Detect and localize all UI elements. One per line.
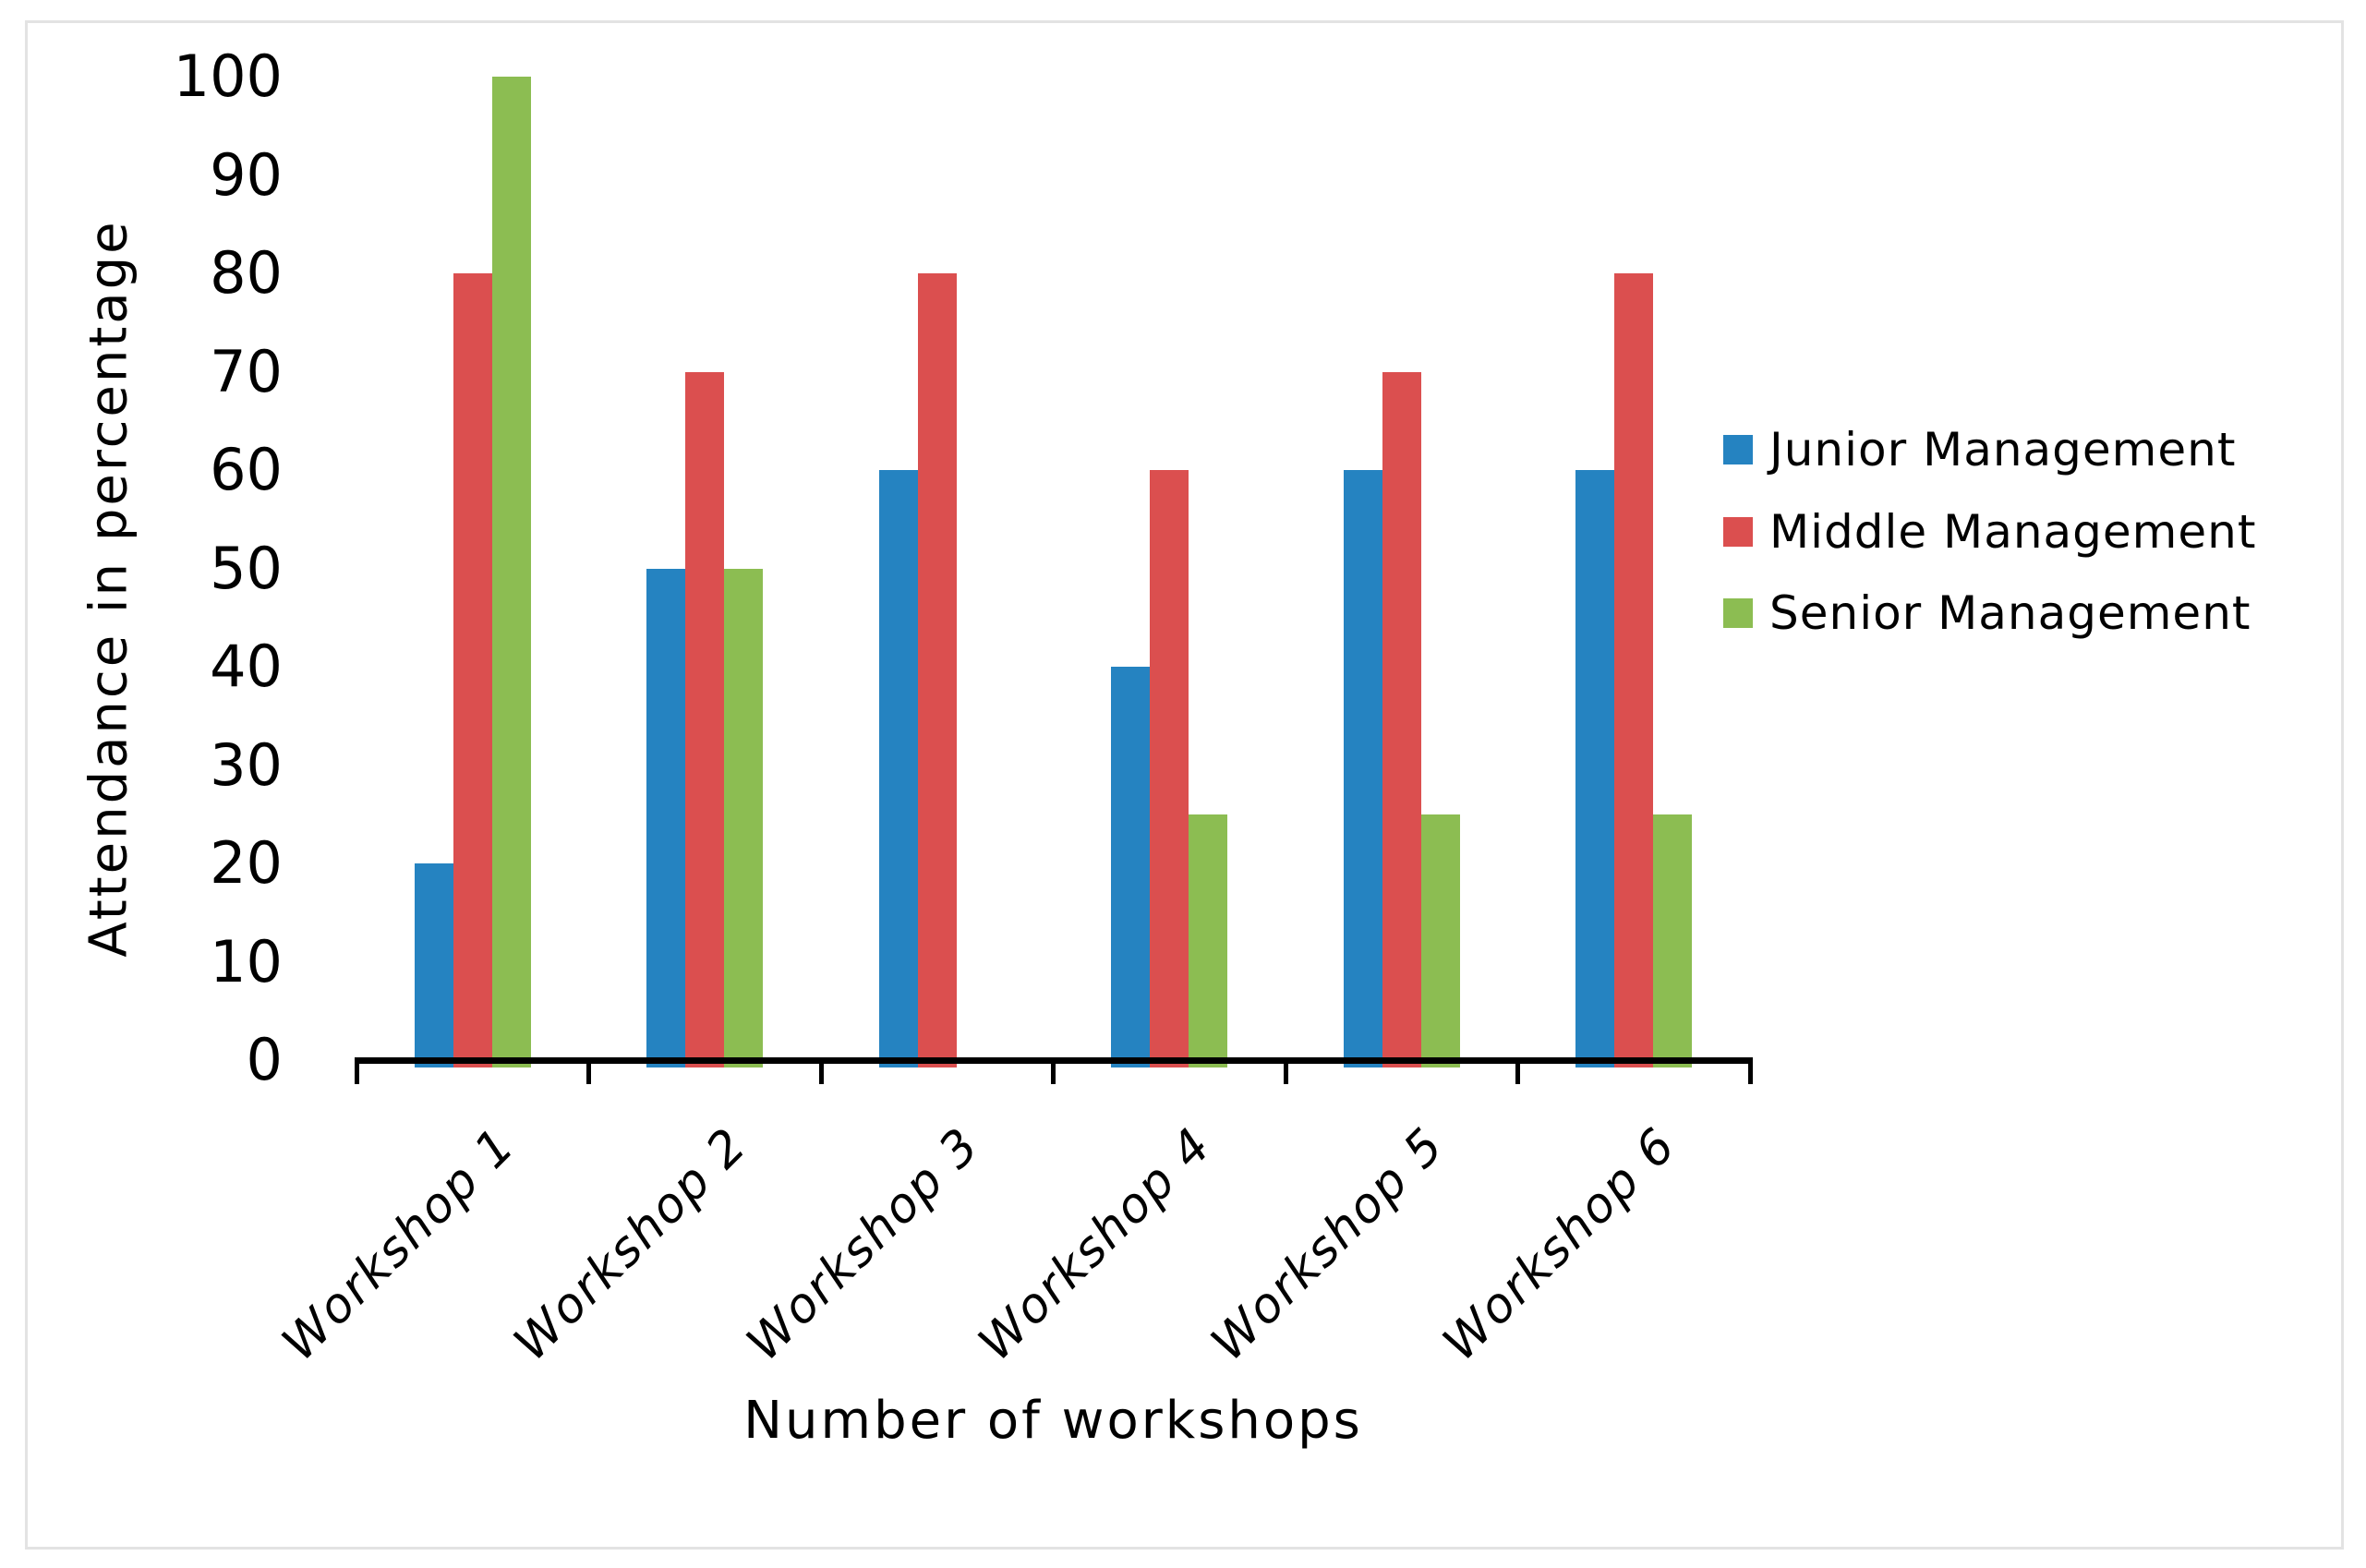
bar-senior-management-5 <box>1420 814 1460 1067</box>
bar-senior-management-2 <box>724 568 764 1067</box>
category-label-3: Workshop 3 <box>735 1117 991 1372</box>
x-axis-title: Number of workshops <box>743 1391 1363 1451</box>
category-label-1: Workshop 1 <box>271 1117 526 1372</box>
category-label-5: Workshop 5 <box>1200 1117 1455 1372</box>
legend-swatch-icon <box>1723 598 1753 628</box>
x-axis-tick <box>1051 1057 1056 1084</box>
legend-label: Junior Management <box>1769 423 2237 476</box>
y-tick-label: 50 <box>210 534 283 602</box>
bar-junior-management-6 <box>1575 470 1615 1067</box>
bar-middle-management-1 <box>453 273 492 1067</box>
bar-middle-management-4 <box>1150 470 1189 1067</box>
y-tick-label: 0 <box>246 1026 283 1093</box>
bar-junior-management-3 <box>878 470 918 1067</box>
legend-item-middle-management: Middle Management <box>1723 505 2256 559</box>
y-tick-label: 20 <box>210 829 283 897</box>
bar-junior-management-2 <box>646 568 686 1067</box>
category-label-2: Workshop 2 <box>503 1117 758 1372</box>
bar-senior-management-6 <box>1653 814 1693 1067</box>
legend-label: Senior Management <box>1769 586 2251 640</box>
category-label-6: Workshop 6 <box>1432 1117 1687 1372</box>
x-axis-tick <box>1515 1057 1520 1084</box>
bar-middle-management-5 <box>1382 371 1421 1067</box>
y-tick-label: 80 <box>210 239 283 307</box>
y-tick-label: 70 <box>210 337 283 405</box>
bar-middle-management-6 <box>1614 273 1654 1067</box>
bar-senior-management-4 <box>1189 814 1228 1067</box>
y-tick-label: 60 <box>210 436 283 503</box>
y-tick-label: 40 <box>210 633 283 700</box>
bar-middle-management-3 <box>917 273 957 1067</box>
x-axis-tick <box>1747 1057 1753 1084</box>
bar-junior-management-1 <box>414 863 453 1067</box>
bar-junior-management-4 <box>1111 667 1151 1067</box>
x-axis-tick <box>354 1057 359 1084</box>
x-axis-tick <box>818 1057 824 1084</box>
y-tick-label: 10 <box>210 927 283 995</box>
legend-item-junior-management: Junior Management <box>1723 423 2236 476</box>
bar-junior-management-5 <box>1343 470 1382 1067</box>
category-label-4: Workshop 4 <box>968 1117 1223 1372</box>
bar-senior-management-1 <box>491 77 531 1067</box>
legend-item-senior-management: Senior Management <box>1723 586 2251 640</box>
legend-swatch-icon <box>1723 435 1753 464</box>
y-tick-label: 90 <box>210 140 283 209</box>
y-tick-label: 30 <box>210 730 283 799</box>
legend-swatch-icon <box>1723 517 1753 547</box>
x-axis-tick <box>586 1057 591 1084</box>
bar-middle-management-2 <box>685 371 725 1067</box>
y-tick-label: 100 <box>173 42 283 110</box>
legend-label: Middle Management <box>1769 505 2257 559</box>
x-axis-tick <box>1283 1057 1288 1084</box>
